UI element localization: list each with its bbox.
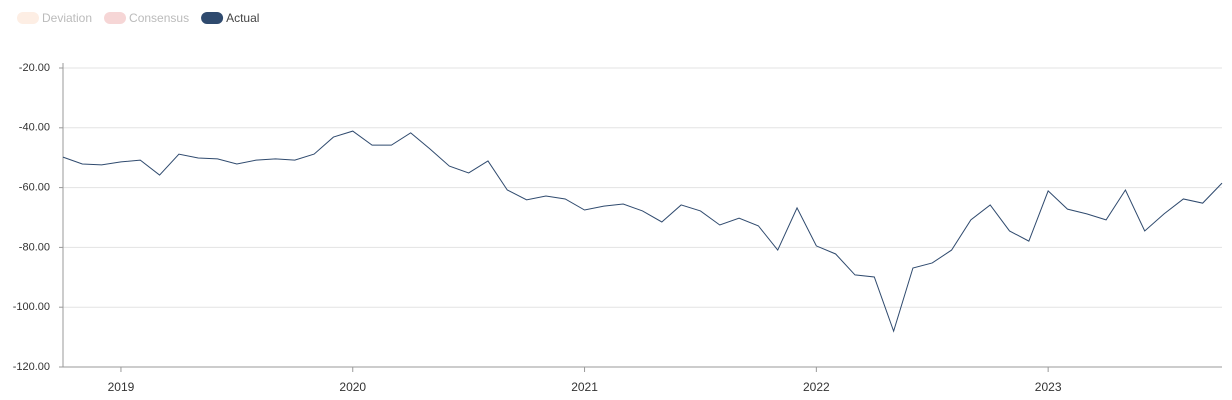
x-tick-label: 2020: [339, 380, 366, 394]
x-tick-label: 2021: [571, 380, 598, 394]
y-tick-label: -40.00: [19, 122, 50, 134]
x-tick-label: 2019: [108, 380, 135, 394]
legend-swatch[interactable]: [104, 12, 127, 24]
y-tick-label: -120.00: [13, 361, 50, 373]
y-tick-label: -60.00: [19, 182, 50, 194]
series-line: [62, 130, 1223, 333]
legend-swatch[interactable]: [17, 12, 39, 24]
legend-swatch[interactable]: [201, 12, 224, 24]
x-tick-label: 2022: [803, 380, 830, 394]
legend-label[interactable]: Actual: [226, 11, 259, 25]
y-tick-label: -20.00: [19, 62, 50, 74]
legend-label[interactable]: Consensus: [129, 11, 189, 25]
x-tick-label: 2023: [1035, 380, 1062, 394]
y-tick-label: -80.00: [19, 241, 50, 253]
legend-label[interactable]: Deviation: [42, 11, 92, 25]
y-tick-label: -100.00: [13, 301, 50, 313]
